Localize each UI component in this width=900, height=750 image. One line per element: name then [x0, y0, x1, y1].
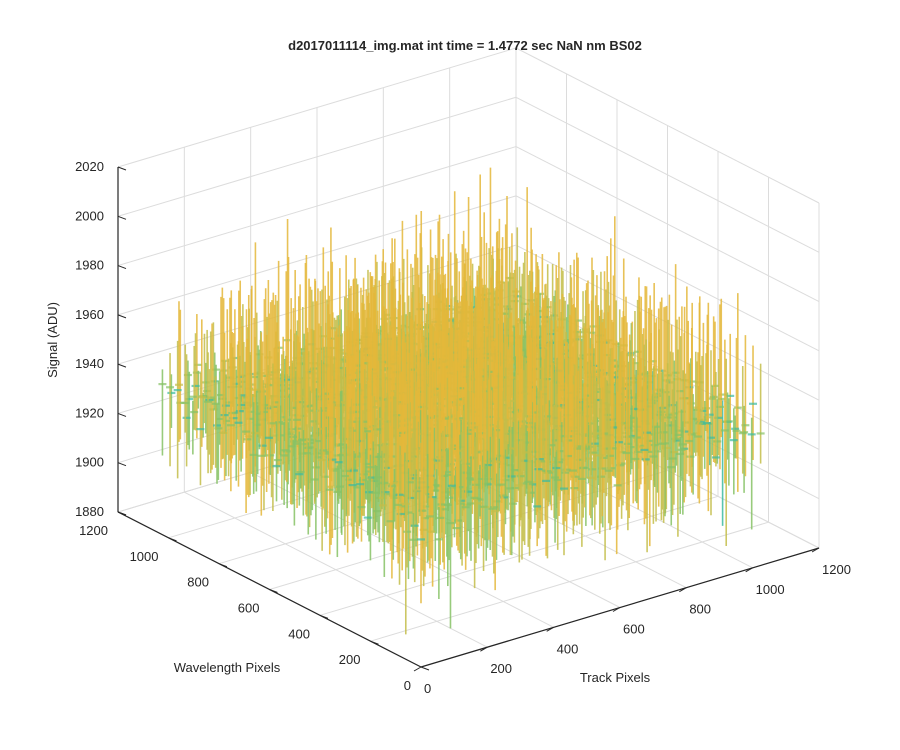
x-tick-label: 0 — [424, 681, 431, 696]
x-tick-label: 600 — [623, 622, 645, 637]
z-axis-label: Signal (ADU) — [45, 302, 60, 378]
x-tick-mark — [679, 587, 687, 593]
x-tick-label: 800 — [689, 602, 711, 617]
z-tick-label: 1900 — [75, 455, 104, 470]
y-tick-label: 400 — [288, 626, 310, 641]
x-tick-mark — [413, 666, 422, 672]
z-tick-mark — [117, 511, 127, 516]
y-tick-label: 200 — [339, 652, 361, 667]
z-tick-label: 2000 — [75, 208, 104, 223]
z-tick-mark — [117, 314, 127, 319]
x-tick-mark — [745, 567, 753, 573]
x-axis-label: Track Pixels — [580, 670, 651, 685]
z-tick-label: 1960 — [75, 307, 104, 322]
surface — [158, 167, 765, 635]
y-tick-label: 800 — [187, 575, 209, 590]
right-wall-grid-line — [515, 146, 820, 303]
right-wall-grid-line — [515, 96, 820, 253]
z-tick-label: 1980 — [75, 258, 104, 273]
y-tick-mark — [168, 537, 177, 542]
x-tick-label: 200 — [490, 661, 512, 676]
z-tick-mark — [117, 215, 127, 220]
y-tick-label: 1200 — [79, 523, 108, 538]
back-wall-grid-line — [117, 96, 517, 217]
x-tick-mark — [811, 547, 820, 553]
y-tick-mark — [370, 640, 379, 645]
x-tick-label: 1000 — [756, 582, 785, 597]
y-axis-label: Wavelength Pixels — [174, 660, 281, 675]
chart-title: d2017011114_img.mat int time = 1.4772 se… — [288, 38, 642, 53]
y-tick-label: 0 — [404, 678, 411, 693]
x-tick-label: 1200 — [822, 562, 851, 577]
right-wall-grid-line — [515, 47, 820, 204]
y-tick-label: 600 — [238, 601, 260, 616]
y-tick-mark — [218, 563, 228, 568]
back-wall-grid-line — [117, 195, 517, 316]
z-tick-mark — [117, 265, 127, 270]
z-tick-label: 2020 — [75, 159, 104, 174]
right-wall-grid-line — [515, 195, 820, 352]
y-tick-mark — [319, 614, 329, 619]
z-tick-mark — [117, 166, 127, 171]
z-tick-label: 1940 — [75, 356, 104, 371]
x-tick-mark — [480, 646, 488, 652]
z-tick-label: 1920 — [75, 405, 104, 420]
axes — [117, 166, 820, 672]
z-tick-label: 1880 — [75, 504, 104, 519]
x-tick-label: 400 — [557, 641, 579, 656]
y-tick-mark — [420, 666, 430, 671]
y-tick-label: 1000 — [130, 549, 159, 564]
floor-grid-line — [370, 521, 769, 642]
z-tick-mark — [117, 363, 127, 368]
y-tick-mark — [269, 589, 278, 593]
back-wall-grid-line — [117, 47, 517, 168]
x-tick-mark — [546, 626, 554, 632]
z-tick-mark — [117, 412, 127, 417]
tick-labels: 0 200 400 600 800 1000 1200 0 200 400 600 800 1000 12… — [75, 159, 851, 696]
z-tick-mark — [117, 462, 127, 467]
x-tick-mark — [612, 607, 621, 612]
back-wall-grid-line — [117, 146, 517, 267]
